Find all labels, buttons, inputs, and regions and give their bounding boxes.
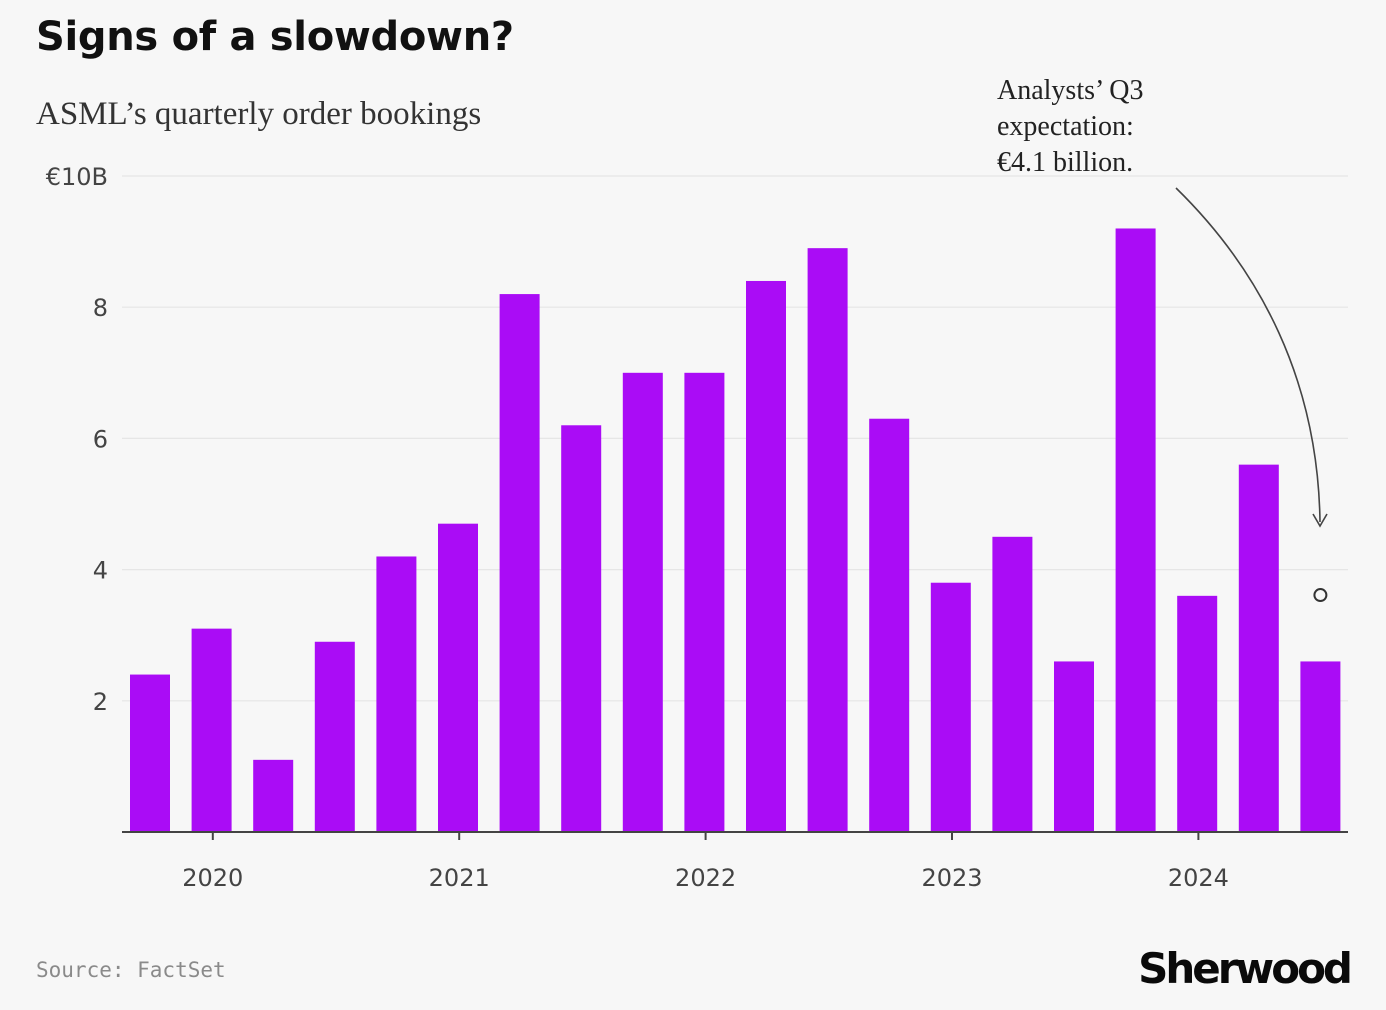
y-tick-label: 4	[93, 557, 108, 585]
expectation-annotation: Analysts’ Q3 expectation: €4.1 billion.	[997, 75, 1328, 603]
x-tick-label: 2020	[182, 864, 243, 892]
bar-q2-2021	[438, 523, 478, 832]
bar-q4-2023	[1054, 661, 1094, 832]
bar-q1-2024	[1115, 228, 1156, 833]
bar-q2-2023	[930, 582, 971, 832]
x-tick-label: 2022	[675, 864, 736, 892]
x-tick-label: 2021	[429, 864, 490, 892]
bar-q4-2021	[561, 425, 602, 832]
y-tick-label: 6	[93, 425, 108, 453]
bar-q4-2022	[807, 248, 848, 832]
brand-logo: Sherwood	[1138, 944, 1353, 993]
bar-q4-2020	[314, 641, 355, 832]
bar-q3-2022	[746, 280, 786, 833]
y-tick-label: €10B	[46, 163, 108, 191]
arrowhead-icon	[1312, 513, 1328, 528]
bar-q4-2024	[1300, 661, 1341, 832]
bars	[130, 228, 1341, 833]
expectation-label-line: Analysts’ Q3	[997, 75, 1143, 106]
x-tick-label: 2024	[1168, 864, 1229, 892]
y-tick-label: 8	[93, 294, 108, 322]
y-tick-label: 2	[93, 688, 108, 716]
gridlines	[122, 175, 1348, 702]
bar-q1-2021	[376, 556, 417, 832]
bar-q3-2023	[992, 536, 1033, 832]
bar-q3-2024	[1238, 464, 1279, 832]
x-tick-label: 2023	[921, 864, 982, 892]
bar-q1-2022	[622, 372, 663, 832]
axes: 2 4 6 8 €10B 2020 2021 2022 2023 2024	[46, 163, 1348, 892]
bar-q3-2020	[253, 759, 294, 832]
chart-title: Signs of a slowdown?	[36, 14, 514, 60]
expectation-label-line: expectation:	[997, 111, 1134, 142]
bar-q2-2022	[684, 372, 725, 832]
bar-q1-2020	[130, 674, 170, 832]
bar-q3-2021	[499, 294, 540, 833]
chart-subtitle: ASML’s quarterly order bookings	[36, 96, 482, 132]
expectation-marker	[1313, 588, 1328, 603]
source-note: Source: FactSet	[36, 958, 226, 982]
bar-q2-2024	[1177, 595, 1218, 832]
expectation-label-line: €4.1 billion.	[997, 147, 1133, 178]
bar-chart: 2 4 6 8 €10B 2020 2021 2022 2023 2024 Analysts’ Q…	[46, 75, 1348, 892]
bar-q2-2020	[191, 628, 232, 832]
expectation-arrow	[1175, 187, 1321, 523]
bar-q1-2023	[869, 418, 910, 832]
